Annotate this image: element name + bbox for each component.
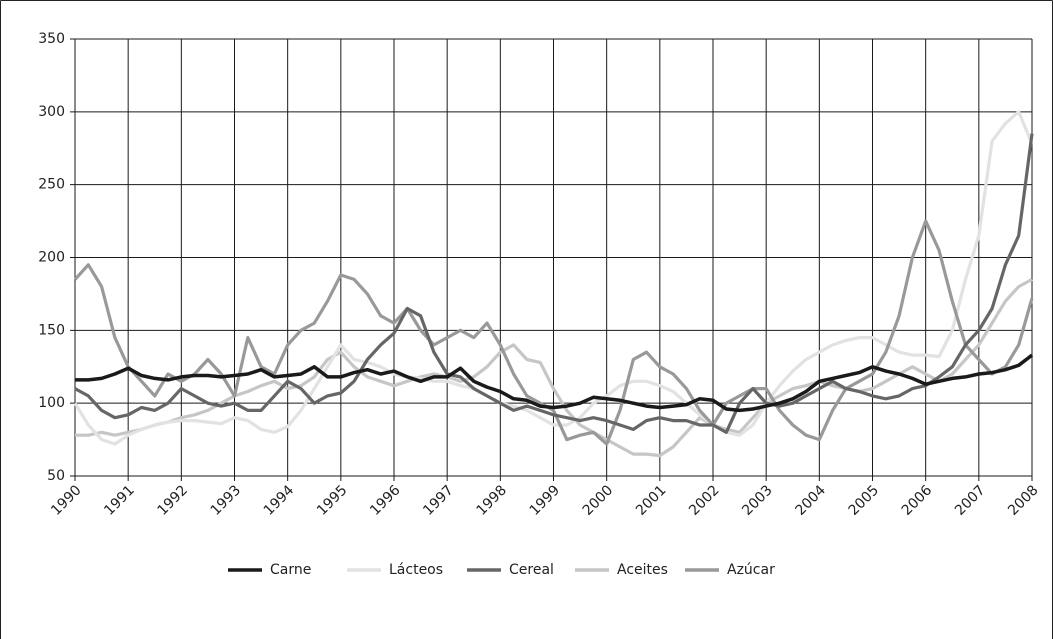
x-tick-label: 2003 [739,482,776,519]
y-tick-label: 350 [38,31,65,47]
x-tick-label: 1991 [101,482,138,519]
y-tick-label: 200 [38,250,65,266]
x-tick-label: 1997 [420,482,457,519]
x-tick-label: 2007 [952,482,989,519]
x-tick-label: 2005 [846,482,883,519]
series-line [75,353,1034,413]
x-tick-label: 1990 [48,482,85,519]
x-tick-label: 2002 [686,482,723,519]
y-tick-label: 150 [38,322,65,338]
legend-label: Cereal [509,562,554,578]
x-tick-label: 1996 [367,482,404,519]
legend-label: Lácteos [389,562,443,578]
x-tick-label: 2000 [580,482,617,519]
x-tick-label: 2006 [899,482,936,519]
legend-label: Aceites [617,562,668,578]
series-line [73,219,1034,446]
y-tick-label: 250 [38,177,65,193]
x-tick-label: 1998 [473,482,510,519]
series-line [74,133,1034,434]
x-tick-label: 1999 [527,482,564,519]
legend-label: Azúcar [727,562,775,578]
legend-label: Carne [270,562,311,578]
y-tick-label: 100 [38,395,65,411]
x-tick-label: 1992 [154,482,191,519]
x-tick-label: 1993 [208,482,245,519]
x-tick-label: 2004 [792,482,829,519]
x-tick-label: 2008 [1005,482,1042,519]
x-tick-label: 1995 [314,482,351,519]
series-line [73,110,1034,446]
x-tick-label: 1994 [261,482,298,519]
x-tick-label: 2001 [633,482,670,519]
y-tick-label: 50 [47,468,65,484]
y-tick-label: 300 [38,104,65,120]
